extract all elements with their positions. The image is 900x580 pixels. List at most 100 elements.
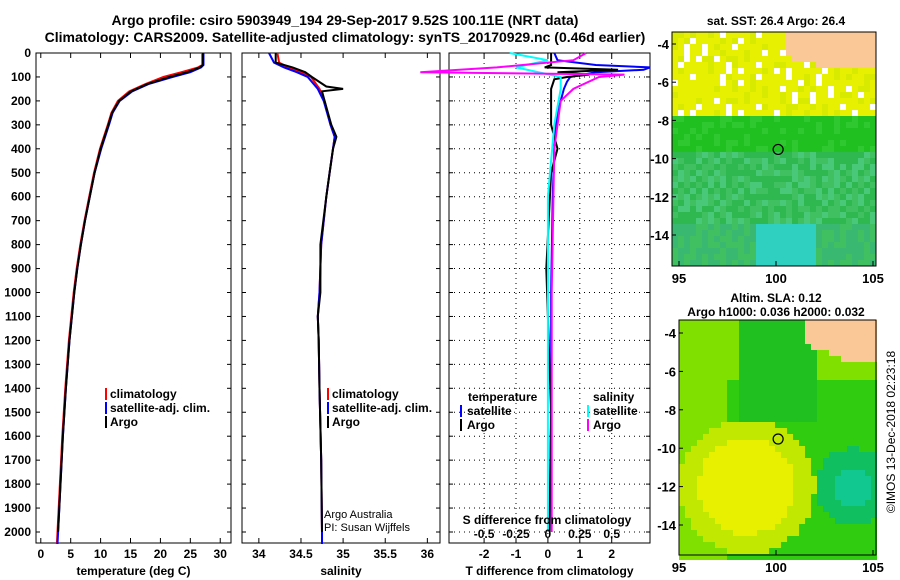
map-cell	[738, 176, 744, 182]
map-cell	[828, 92, 834, 98]
map-cell	[672, 32, 678, 38]
map-cell	[823, 476, 829, 482]
map-cell	[822, 74, 828, 80]
map-cell	[805, 470, 811, 476]
map-cell	[768, 80, 774, 86]
map-cell	[847, 464, 853, 470]
map-cell	[834, 218, 840, 224]
series-line-satellite-adj-clim-	[56, 53, 205, 545]
map-cell	[781, 554, 787, 560]
map-cell	[721, 494, 727, 500]
map-cell	[709, 350, 715, 356]
map-cell	[865, 404, 871, 410]
map-cell	[739, 332, 745, 338]
map-cell	[751, 542, 757, 548]
map-cell	[793, 470, 799, 476]
map-cell	[865, 506, 871, 512]
map-cell	[727, 476, 733, 482]
map-cell	[733, 404, 739, 410]
map-cell	[871, 506, 877, 512]
map-cell	[822, 116, 828, 122]
map-cell	[810, 152, 816, 158]
lat-tick-label: -14	[657, 518, 677, 533]
map-cell	[709, 374, 715, 380]
map-cell	[787, 332, 793, 338]
map-cell	[745, 554, 751, 560]
map-cell	[684, 230, 690, 236]
map-cell	[732, 152, 738, 158]
map-cell	[721, 458, 727, 464]
map-cell	[828, 98, 834, 104]
map-cell	[834, 140, 840, 146]
map-cell	[702, 200, 708, 206]
map-cell	[805, 356, 811, 362]
map-cell	[702, 32, 708, 38]
map-cell	[726, 74, 732, 80]
map-cell	[846, 164, 852, 170]
map-cell	[841, 464, 847, 470]
map-cell	[769, 488, 775, 494]
map-cell	[714, 176, 720, 182]
map-cell	[792, 110, 798, 116]
map-cell	[847, 500, 853, 506]
map-cell	[750, 248, 756, 254]
map-cell	[787, 470, 793, 476]
map-cell	[750, 74, 756, 80]
map-cell	[762, 164, 768, 170]
map-cell	[865, 332, 871, 338]
map-cell	[817, 530, 823, 536]
map-cell	[744, 170, 750, 176]
map-cell	[865, 326, 871, 332]
map-cell	[775, 548, 781, 554]
map-cell	[685, 386, 691, 392]
map-cell	[847, 452, 853, 458]
map-cell	[684, 104, 690, 110]
map-cell	[841, 392, 847, 398]
map-cell	[708, 128, 714, 134]
y-tick-label: 1700	[4, 453, 31, 467]
map-cell	[804, 188, 810, 194]
map-cell	[696, 74, 702, 80]
map-cell	[781, 452, 787, 458]
map-cell	[834, 254, 840, 260]
map-cell	[780, 224, 786, 230]
map-cell	[847, 374, 853, 380]
map-cell	[805, 416, 811, 422]
map-cell	[846, 140, 852, 146]
map-cell	[696, 182, 702, 188]
map-cell	[727, 488, 733, 494]
map-cell	[786, 98, 792, 104]
map-cell	[865, 338, 871, 344]
map-cell	[811, 428, 817, 434]
map-cell	[858, 38, 864, 44]
map-cell	[696, 236, 702, 242]
map-cell	[775, 380, 781, 386]
map-cell	[829, 524, 835, 530]
map-cell	[726, 170, 732, 176]
map-cell	[763, 446, 769, 452]
map-cell	[763, 542, 769, 548]
map-cell	[817, 362, 823, 368]
map-cell	[829, 434, 835, 440]
map-cell	[840, 188, 846, 194]
series-line-argo	[274, 53, 344, 533]
map-cell	[828, 104, 834, 110]
map-cell	[798, 140, 804, 146]
map-cell	[870, 116, 876, 122]
map-cell	[744, 128, 750, 134]
map-cell	[690, 86, 696, 92]
map-cell	[690, 206, 696, 212]
map-cell	[804, 122, 810, 128]
map-cell	[672, 56, 678, 62]
map-cell	[805, 440, 811, 446]
map-cell	[774, 128, 780, 134]
map-cell	[823, 440, 829, 446]
map-cell	[828, 206, 834, 212]
map-cell	[846, 86, 852, 92]
map-cell	[780, 74, 786, 80]
map-cell	[859, 350, 865, 356]
map-cell	[792, 92, 798, 98]
map-cell	[858, 80, 864, 86]
map-cell	[847, 554, 853, 560]
map-cell	[721, 518, 727, 524]
